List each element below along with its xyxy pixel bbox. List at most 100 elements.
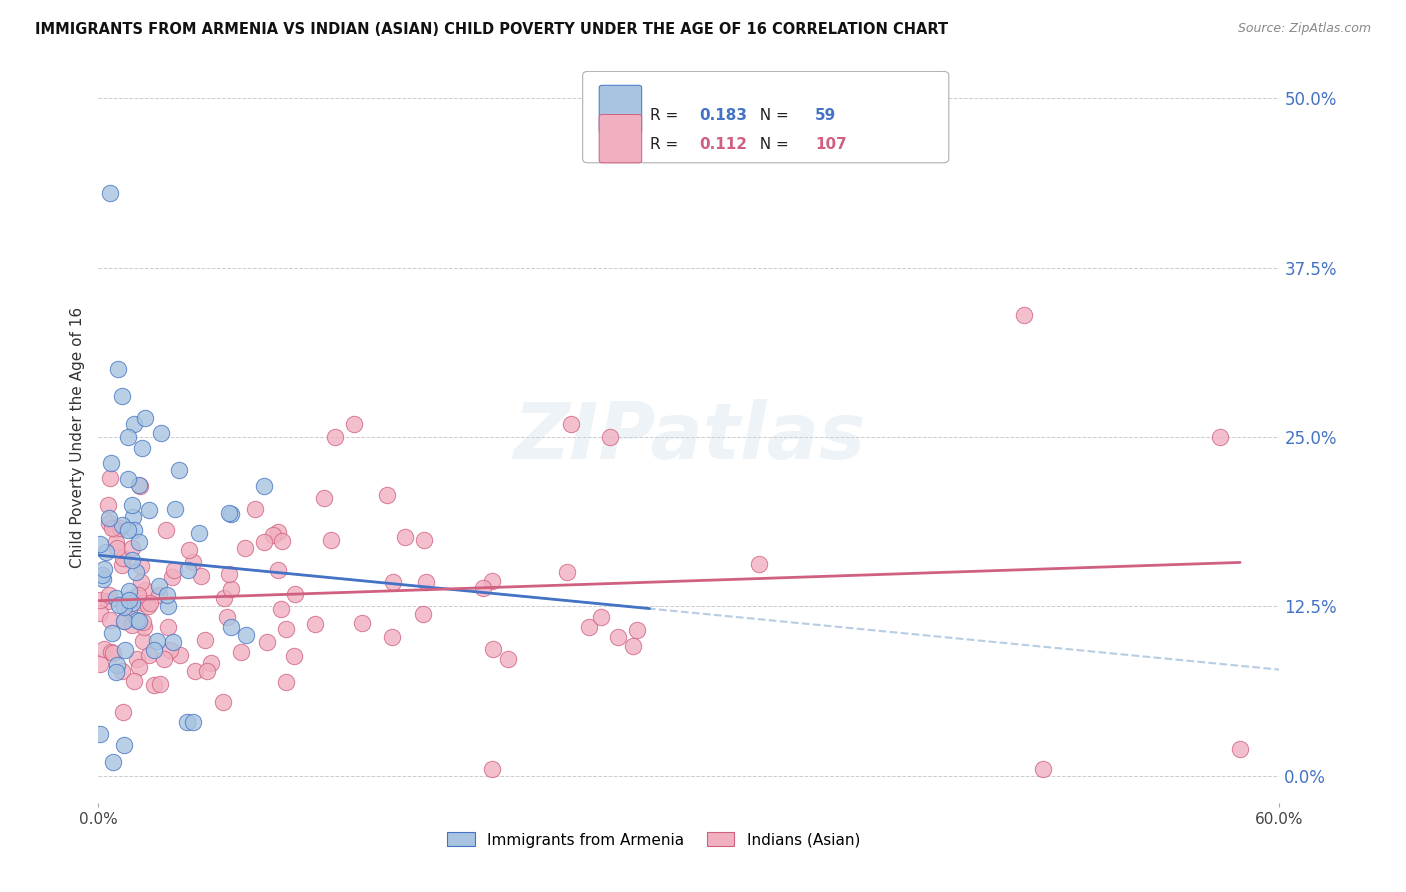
- Point: [498, 651, 520, 665]
- Point: [107, 362, 129, 376]
- Point: [194, 632, 217, 647]
- Point: [169, 648, 191, 662]
- Point: [89, 537, 111, 551]
- Point: [1209, 430, 1232, 444]
- Point: [128, 478, 150, 492]
- Point: [472, 581, 495, 595]
- Point: [195, 664, 218, 678]
- Point: [274, 675, 297, 690]
- Point: [184, 664, 207, 678]
- Point: [91, 572, 114, 586]
- Point: [121, 552, 143, 566]
- Point: [218, 566, 240, 581]
- Point: [129, 558, 152, 573]
- Point: [122, 523, 145, 537]
- Point: [155, 523, 177, 537]
- Point: [215, 610, 238, 624]
- Point: [284, 587, 307, 601]
- Point: [212, 591, 235, 605]
- Point: [283, 649, 305, 664]
- Point: [128, 535, 150, 549]
- Point: [134, 411, 156, 425]
- Point: [312, 491, 335, 506]
- Point: [111, 550, 134, 565]
- Point: [121, 617, 143, 632]
- Point: [98, 516, 121, 530]
- Point: [157, 599, 180, 613]
- Point: [122, 510, 145, 524]
- Point: [167, 463, 190, 477]
- Point: [111, 517, 134, 532]
- Point: [127, 588, 149, 602]
- Point: [124, 566, 146, 580]
- Point: [160, 570, 183, 584]
- Point: [621, 639, 644, 653]
- Point: [118, 592, 141, 607]
- Point: [101, 646, 124, 660]
- Point: [321, 533, 343, 547]
- Point: [607, 631, 630, 645]
- Point: [591, 610, 613, 624]
- Point: [270, 602, 292, 616]
- Point: [235, 628, 257, 642]
- Point: [134, 620, 156, 634]
- Point: [146, 633, 169, 648]
- Point: [243, 502, 266, 516]
- Point: [112, 614, 135, 628]
- Point: [117, 473, 139, 487]
- Point: [96, 545, 118, 559]
- Point: [271, 534, 294, 549]
- Point: [110, 558, 132, 573]
- Point: [219, 620, 242, 634]
- Point: [190, 568, 212, 582]
- Point: [127, 652, 149, 666]
- Point: [138, 596, 160, 610]
- Point: [276, 623, 298, 637]
- Point: [97, 498, 120, 512]
- Point: [93, 641, 115, 656]
- Point: [148, 579, 170, 593]
- Point: [159, 643, 181, 657]
- Point: [162, 635, 184, 649]
- Point: [176, 714, 198, 729]
- Point: [177, 563, 200, 577]
- Point: [121, 596, 143, 610]
- Point: [557, 566, 579, 580]
- Text: R =: R =: [650, 137, 683, 152]
- Point: [578, 619, 600, 633]
- Point: [212, 695, 235, 709]
- Text: 0.112: 0.112: [700, 137, 748, 152]
- Point: [97, 593, 120, 607]
- FancyBboxPatch shape: [582, 71, 949, 163]
- Point: [105, 535, 128, 549]
- Point: [129, 574, 152, 589]
- Text: R =: R =: [650, 108, 683, 123]
- Point: [112, 615, 135, 629]
- Point: [253, 534, 276, 549]
- Point: [153, 651, 176, 665]
- Point: [148, 588, 170, 602]
- Point: [132, 634, 155, 648]
- Point: [101, 755, 124, 769]
- Point: [267, 563, 290, 577]
- Point: [304, 617, 326, 632]
- Point: [229, 645, 252, 659]
- Point: [114, 643, 136, 657]
- Point: [150, 425, 173, 440]
- Text: 107: 107: [815, 137, 846, 152]
- Point: [181, 714, 204, 729]
- Text: 59: 59: [815, 108, 837, 123]
- Point: [122, 674, 145, 689]
- Text: N =: N =: [751, 108, 794, 123]
- Point: [1032, 762, 1054, 776]
- Point: [112, 600, 135, 615]
- Point: [183, 555, 205, 569]
- Legend: Immigrants from Armenia, Indians (Asian): Immigrants from Armenia, Indians (Asian): [441, 826, 866, 854]
- Point: [149, 677, 172, 691]
- Point: [413, 533, 436, 547]
- Point: [98, 186, 121, 201]
- Point: [93, 561, 115, 575]
- Point: [111, 664, 134, 678]
- Text: N =: N =: [751, 137, 794, 152]
- Point: [104, 591, 127, 605]
